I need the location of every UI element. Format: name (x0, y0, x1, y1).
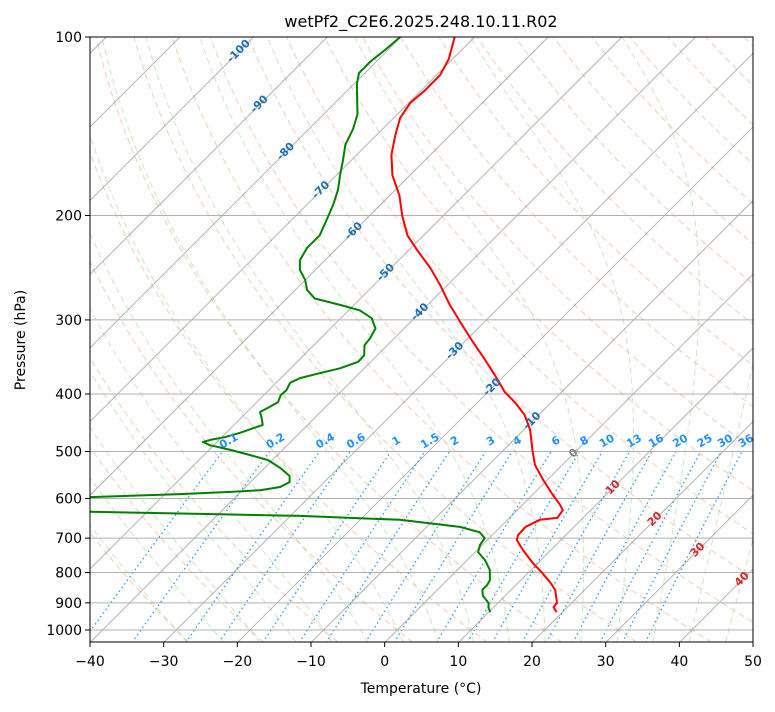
x-tick-label: 50 (744, 654, 762, 670)
isotherm-label: 30 (688, 540, 708, 560)
x-tick-label: −20 (223, 654, 253, 670)
mixing-ratio-line (82, 452, 223, 643)
isotherm-label: -90 (248, 92, 271, 115)
mixing-ratio-label: 2 (448, 433, 461, 448)
isotherm-label: -80 (274, 140, 297, 163)
profiles (0, 37, 563, 612)
dry-adiabat (592, 37, 775, 643)
isotherm-label: 40 (732, 569, 752, 589)
mixing-ratio-label: 13 (624, 431, 644, 450)
axes: 1002003004005006007008009001000−40−30−20… (46, 30, 762, 670)
isotherm-line (16, 37, 622, 643)
x-tick-label: −40 (75, 654, 105, 670)
dry-adiabat (744, 37, 775, 643)
moist-adiabat (470, 37, 633, 643)
mixing-ratio-label: 1 (390, 433, 403, 448)
x-tick-label: −30 (149, 654, 179, 670)
dry-adiabat (706, 37, 775, 643)
dry-adiabat (172, 37, 712, 643)
moist-adiabat (33, 37, 367, 643)
mixing-ratio-line (219, 452, 350, 643)
mixing-ratio-label: 0.6 (344, 430, 368, 451)
moist-adiabat (0, 37, 260, 643)
mixing-ratio-line (437, 452, 552, 643)
isotherm-label: 20 (645, 509, 665, 529)
y-axis-label: Pressure (hPa) (13, 290, 29, 390)
isotherm-line (532, 37, 775, 643)
isotherm-line (0, 37, 401, 643)
dry-adiabat (58, 37, 488, 643)
chart-title: wetPf2_C2E6.2025.248.10.11.R02 (284, 12, 557, 32)
mixing-ratio-line (468, 452, 580, 643)
dry-adiabat (553, 37, 775, 643)
isotherm-line (90, 37, 696, 643)
background-lines (0, 37, 775, 643)
isotherm-line (458, 37, 775, 643)
mixing-ratio-label: 8 (578, 433, 591, 448)
mixing-ratio-label: 3 (484, 433, 497, 448)
y-tick-label: 300 (55, 313, 82, 329)
dry-adiabat (0, 37, 264, 643)
mixing-ratio-label: 6 (549, 433, 562, 448)
moist-adiabat (102, 37, 439, 643)
dry-adiabat (515, 37, 775, 643)
x-tick-label: 40 (670, 654, 688, 670)
dry-adiabat (668, 37, 775, 643)
pressure-grid (90, 37, 753, 630)
mixing-ratio-line (263, 452, 391, 643)
dry-adiabat (477, 37, 775, 643)
isotherm-label: -10 (520, 409, 543, 432)
y-tick-label: 200 (55, 209, 82, 225)
isotherm-line (0, 37, 254, 643)
y-tick-label: 900 (55, 596, 82, 612)
y-tick-label: 500 (55, 444, 82, 460)
moist-adiabat (0, 37, 296, 643)
y-tick-label: 400 (55, 387, 82, 403)
mixing-ratio-line (394, 452, 512, 643)
y-tick-label: 600 (55, 491, 82, 507)
x-axis-label: Temperature (°C) (360, 681, 482, 697)
dry-adiabat (134, 37, 637, 643)
x-tick-label: 20 (523, 654, 541, 670)
isotherm-label: -70 (309, 178, 332, 201)
isotherm-line (385, 37, 775, 643)
y-tick-label: 700 (55, 531, 82, 547)
isotherm-line (0, 37, 327, 643)
x-tick-label: −10 (296, 654, 326, 670)
isotherm-label: -100 (224, 37, 253, 66)
y-tick-label: 1000 (46, 623, 82, 639)
isotherm-line (0, 37, 475, 643)
mixing-ratio-line (573, 452, 676, 643)
dry-adiabat (439, 37, 775, 643)
mixing-ratio-label: 16 (646, 431, 666, 450)
x-tick-label: 30 (597, 654, 615, 670)
isotherm-label: -60 (342, 219, 365, 242)
mixing-ratio-line (326, 452, 449, 643)
x-tick-label: 10 (449, 654, 467, 670)
x-tick-label: 0 (380, 654, 389, 670)
moist-adiabat (726, 37, 775, 643)
isotherm-label: -20 (480, 375, 503, 398)
isotherm-line (753, 37, 775, 643)
y-tick-label: 800 (55, 566, 82, 582)
mixing-ratio-label: 25 (695, 431, 715, 450)
y-tick-label: 100 (55, 30, 82, 46)
mixing-ratio-line (365, 452, 485, 643)
dry-adiabat (0, 37, 338, 643)
isotherm-line (311, 37, 775, 643)
mixing-ratio-line (546, 452, 652, 643)
isotherm-label: 10 (603, 477, 623, 497)
isotherm-label: -50 (374, 261, 397, 284)
moist-adiabat (5, 37, 332, 643)
isotherm-line (164, 37, 770, 643)
moist-adiabat (200, 37, 510, 643)
mixing-ratio-label: 1.5 (418, 430, 441, 451)
isotherm-label: -30 (443, 339, 466, 362)
